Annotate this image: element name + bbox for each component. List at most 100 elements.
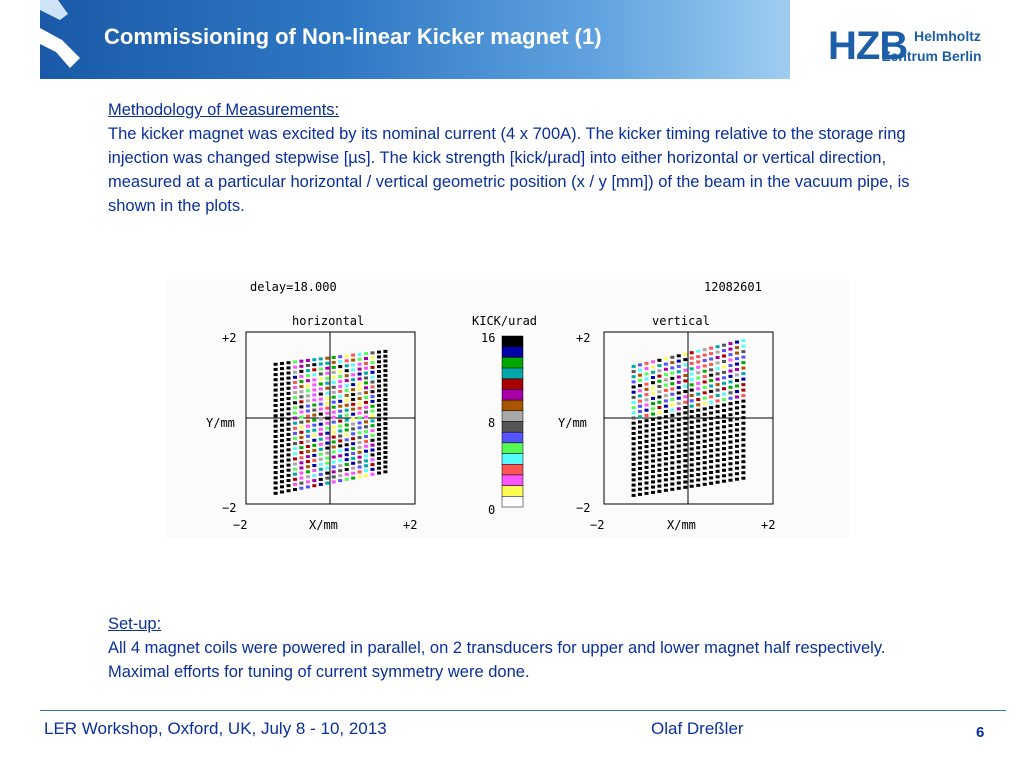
- scatter-point: [631, 426, 636, 430]
- scatter-point: [280, 398, 284, 401]
- scatter-point: [383, 369, 388, 373]
- scatter-point: [644, 460, 649, 464]
- scatter-point: [305, 369, 310, 373]
- scatter-point: [689, 383, 694, 387]
- scatter-point: [702, 482, 707, 486]
- scatter-point: [722, 392, 726, 396]
- scatter-point: [683, 464, 688, 468]
- left-xtick-left: −2: [233, 518, 247, 532]
- scatter-point: [702, 375, 707, 379]
- scatter-point: [299, 486, 304, 490]
- scatter-point: [377, 437, 381, 441]
- scatter-point: [331, 385, 336, 389]
- scatter-point: [676, 486, 681, 490]
- scatter-point: [344, 423, 349, 427]
- scatter-point: [709, 362, 714, 366]
- scatter-point: [663, 415, 668, 419]
- scatter-point: [273, 440, 278, 444]
- scatter-point: [325, 396, 330, 400]
- scatter-point: [338, 479, 343, 483]
- scatter-point: [728, 347, 733, 351]
- scatter-point: [280, 464, 284, 468]
- scatter-point: [663, 473, 668, 477]
- scatter-point: [331, 400, 336, 404]
- scatter-point: [293, 457, 297, 461]
- scatter-point: [357, 426, 362, 430]
- scatter-point: [338, 399, 343, 403]
- scatter-point: [676, 386, 681, 390]
- scatter-point: [383, 426, 388, 430]
- scatter-point: [696, 424, 701, 428]
- scale-swatch: [501, 496, 524, 508]
- scatter-point: [338, 370, 343, 373]
- scatter-point: [728, 402, 733, 406]
- scatter-point: [383, 407, 388, 411]
- scatter-point: [683, 363, 688, 367]
- scatter-point: [299, 456, 304, 460]
- scatter-point: [651, 490, 655, 494]
- scatter-point: [657, 364, 662, 368]
- scatter-point: [728, 396, 733, 400]
- scatter-point: [709, 454, 714, 458]
- scatter-point: [638, 389, 642, 393]
- scatter-point: [325, 356, 330, 360]
- scatter-point: [299, 481, 304, 485]
- scatter-point: [293, 421, 297, 425]
- scatter-point: [364, 396, 368, 399]
- scale-swatch: [501, 367, 524, 379]
- scatter-point: [280, 418, 284, 422]
- scatter-point: [357, 352, 362, 356]
- scatter-point: [702, 450, 707, 454]
- scatter-point: [715, 350, 720, 354]
- scatter-point: [631, 385, 636, 389]
- scatter-point: [312, 373, 317, 377]
- scatter-point: [644, 434, 649, 438]
- scatter-point: [318, 362, 323, 366]
- scatter-point: [305, 439, 310, 443]
- scatter-point: [741, 344, 746, 348]
- scale-swatch: [501, 453, 524, 465]
- footer-event: LER Workshop, Oxford, UK, July 8 - 10, 2…: [44, 719, 387, 738]
- scatter-point: [631, 406, 636, 410]
- scatter-point: [735, 433, 739, 437]
- scatter-point: [331, 430, 336, 434]
- scatter-point: [305, 359, 310, 362]
- scatter-point: [293, 396, 297, 400]
- scatter-point: [644, 367, 649, 371]
- scatter-point: [638, 446, 642, 450]
- scatter-point: [709, 438, 714, 442]
- scale-swatch: [501, 410, 524, 422]
- scatter-point: [696, 365, 701, 369]
- scatter-point: [644, 486, 649, 490]
- scatter-point: [318, 372, 323, 376]
- scatter-point: [696, 430, 701, 434]
- scatter-point: [722, 381, 726, 385]
- scatter-point: [741, 449, 746, 453]
- scatter-point: [312, 428, 317, 432]
- scatter-point: [305, 485, 310, 489]
- scatter-point: [735, 477, 739, 481]
- scatter-point: [331, 370, 336, 374]
- scatter-point: [651, 485, 655, 489]
- scatter-point: [657, 395, 662, 399]
- scatter-point: [670, 382, 675, 386]
- scatter-point: [638, 394, 642, 398]
- scatter-point: [325, 421, 330, 425]
- scatter-point: [676, 391, 681, 395]
- scatter-point: [689, 378, 694, 381]
- scatter-point: [663, 367, 668, 371]
- scatter-point: [305, 414, 310, 418]
- scatter-point: [351, 427, 356, 431]
- scatter-point: [344, 374, 349, 378]
- scatter-point: [722, 349, 726, 353]
- scatter-point: [370, 385, 375, 389]
- scatter-point: [702, 348, 707, 352]
- scatter-point: [318, 462, 323, 466]
- scatter-point: [722, 419, 726, 423]
- scatter-point: [715, 469, 720, 473]
- scatter-point: [338, 474, 343, 478]
- scatter-point: [377, 399, 381, 402]
- scatter-point: [338, 449, 343, 453]
- scatter-point: [651, 433, 655, 437]
- scatter-point: [644, 445, 649, 449]
